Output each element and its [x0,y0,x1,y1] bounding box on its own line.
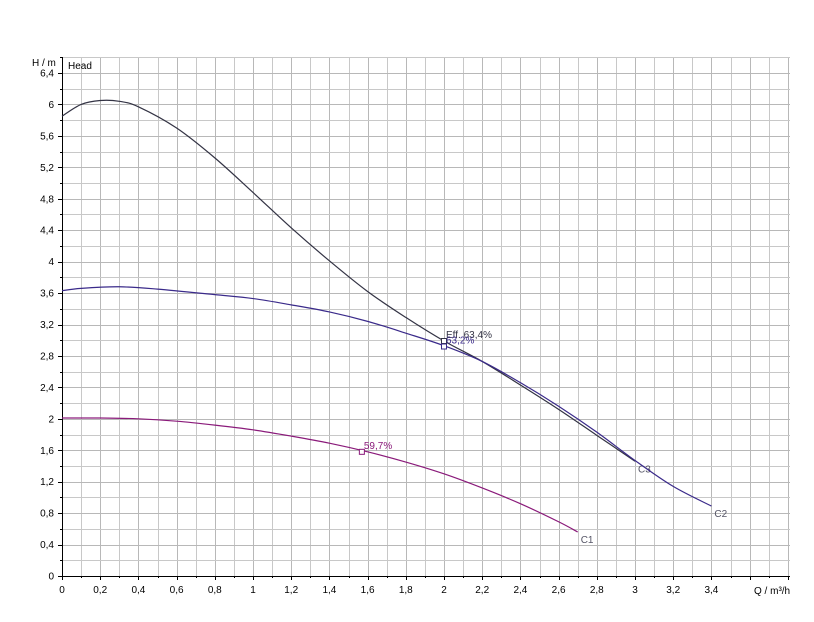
series-line-c2 [61,286,712,507]
series-line-c1 [61,417,578,533]
x-tick-label: 0 [59,585,65,596]
y-tick-label: 5,6 [40,131,54,142]
x-tick-label: 3,4 [704,585,718,596]
efficiency-point-label: Eff. 63,4% [446,330,492,341]
y-tick-label: 2,4 [40,383,54,394]
y-tick-label: 6,4 [40,69,54,80]
y-tick-label: 4,8 [40,194,54,205]
x-axis-title: Q / m³/h [754,586,790,597]
x-tick-label: 3 [632,585,638,596]
efficiency-point-marker [358,448,365,455]
x-tick-label: 0,6 [170,585,184,596]
x-tick-label: 0,2 [93,585,107,596]
x-tick-label: 0,8 [208,585,222,596]
x-tick-label: 1 [250,585,256,596]
series-label-c2: C2 [714,509,727,520]
y-tick-label: 1,2 [40,477,54,488]
efficiency-point-marker [441,338,447,345]
y-tick-label: 6 [48,100,54,111]
y-tick-label: 1,6 [40,446,54,457]
x-tick-label: 2,4 [513,585,527,596]
y-tick-label: 0,8 [40,509,54,520]
x-tick-label: 1,6 [361,585,375,596]
y-tick-label: 0,4 [40,540,54,551]
y-tick-label: 5,2 [40,163,54,174]
x-tick-label: 2,8 [590,585,604,596]
efficiency-point-marker [441,343,447,350]
series-line-c3 [61,99,636,462]
efficiency-point-label: 63,2% [446,336,474,347]
x-tick-label: 0,4 [131,585,145,596]
x-tick-label: 2,6 [552,585,566,596]
legend-head: Head [68,61,92,72]
x-tick-label: 1,8 [399,585,413,596]
series-label-c3: C3 [638,464,651,475]
y-tick-label: 4,4 [40,226,54,237]
x-tick-label: 1,4 [322,585,336,596]
tick-labels: 0 0,2 0,4 0,6 0,8 1 1,2 1,4 1,6 1,8 2 2,2 2,4 2,6 2,8 3… [40,69,719,597]
series-group: C3 C2 C1 [61,99,728,546]
y-tick-label: 3,2 [40,320,54,331]
y-tick-label: 2 [48,414,54,425]
x-tick-label: 1,2 [284,585,298,596]
x-tick-label: 2 [441,585,447,596]
axes [58,57,790,580]
y-tick-label: 4 [48,257,54,268]
series-label-c1: C1 [581,535,594,546]
y-tick-label: 0 [48,572,54,583]
efficiency-point-label: 59,7% [364,441,392,452]
y-axis-title: H / m [32,58,56,69]
y-tick-label: 2,8 [40,351,54,362]
annotations: Eff. 63,4%63,2% 59,7% [358,330,492,455]
y-tick-label: 3,6 [40,289,54,300]
x-tick-label: 3,2 [666,585,680,596]
grid [62,57,790,577]
x-tick-label: 2,2 [475,585,489,596]
